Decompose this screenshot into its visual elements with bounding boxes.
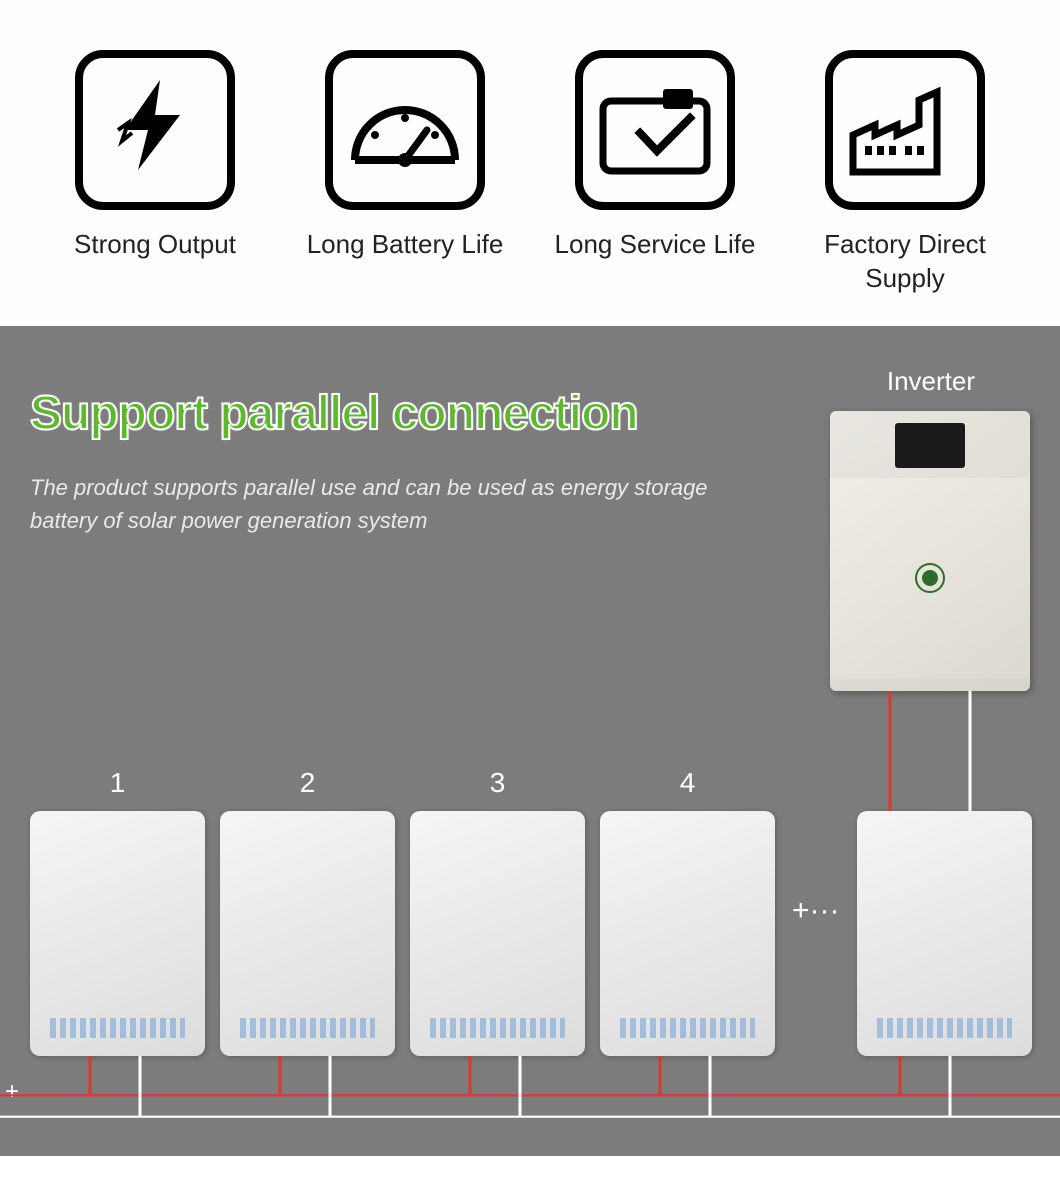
factory-icon [825, 50, 985, 210]
features-row: Strong Output Long Battery Life Long Ser [0, 0, 1060, 326]
battery-3: 3 [410, 767, 585, 1056]
battery-number: 2 [300, 767, 316, 799]
feature-label: Long Service Life [555, 228, 756, 262]
battery-2: 2 [220, 767, 395, 1056]
battery-1: 1 [30, 767, 205, 1056]
polarity-plus: + [5, 1078, 19, 1106]
inverter-logo-icon [915, 563, 945, 593]
battery-number: 3 [490, 767, 506, 799]
parallel-section: Support parallel connection The product … [0, 326, 1060, 1156]
battery-unit [30, 811, 205, 1056]
section-description: The product supports parallel use and ca… [30, 471, 730, 537]
inverter-wires [830, 691, 1030, 811]
gauge-icon [325, 50, 485, 210]
feature-long-battery: Long Battery Life [290, 50, 520, 296]
feature-long-service: Long Service Life [540, 50, 770, 296]
inverter-label: Inverter [887, 366, 975, 397]
card-check-icon [575, 50, 735, 210]
plus-more-label: +··· [792, 894, 840, 928]
battery-unit [220, 811, 395, 1056]
battery-unit [857, 811, 1032, 1056]
battery-unit [600, 811, 775, 1056]
battery-unit [410, 811, 585, 1056]
inverter-body [830, 478, 1030, 678]
feature-strong-output: Strong Output [40, 50, 270, 296]
feature-label: Long Battery Life [307, 228, 504, 262]
lightning-icon [75, 50, 235, 210]
feature-label: Strong Output [74, 228, 236, 262]
battery-4: 4 [600, 767, 775, 1056]
wiring-diagram [0, 1056, 1060, 1156]
feature-label: Factory Direct Supply [790, 228, 1020, 296]
feature-factory-direct: Factory Direct Supply [790, 50, 1020, 296]
inverter-screen [895, 423, 965, 468]
battery-number: 4 [680, 767, 696, 799]
battery-number: 1 [110, 767, 126, 799]
inverter-device [830, 411, 1030, 691]
